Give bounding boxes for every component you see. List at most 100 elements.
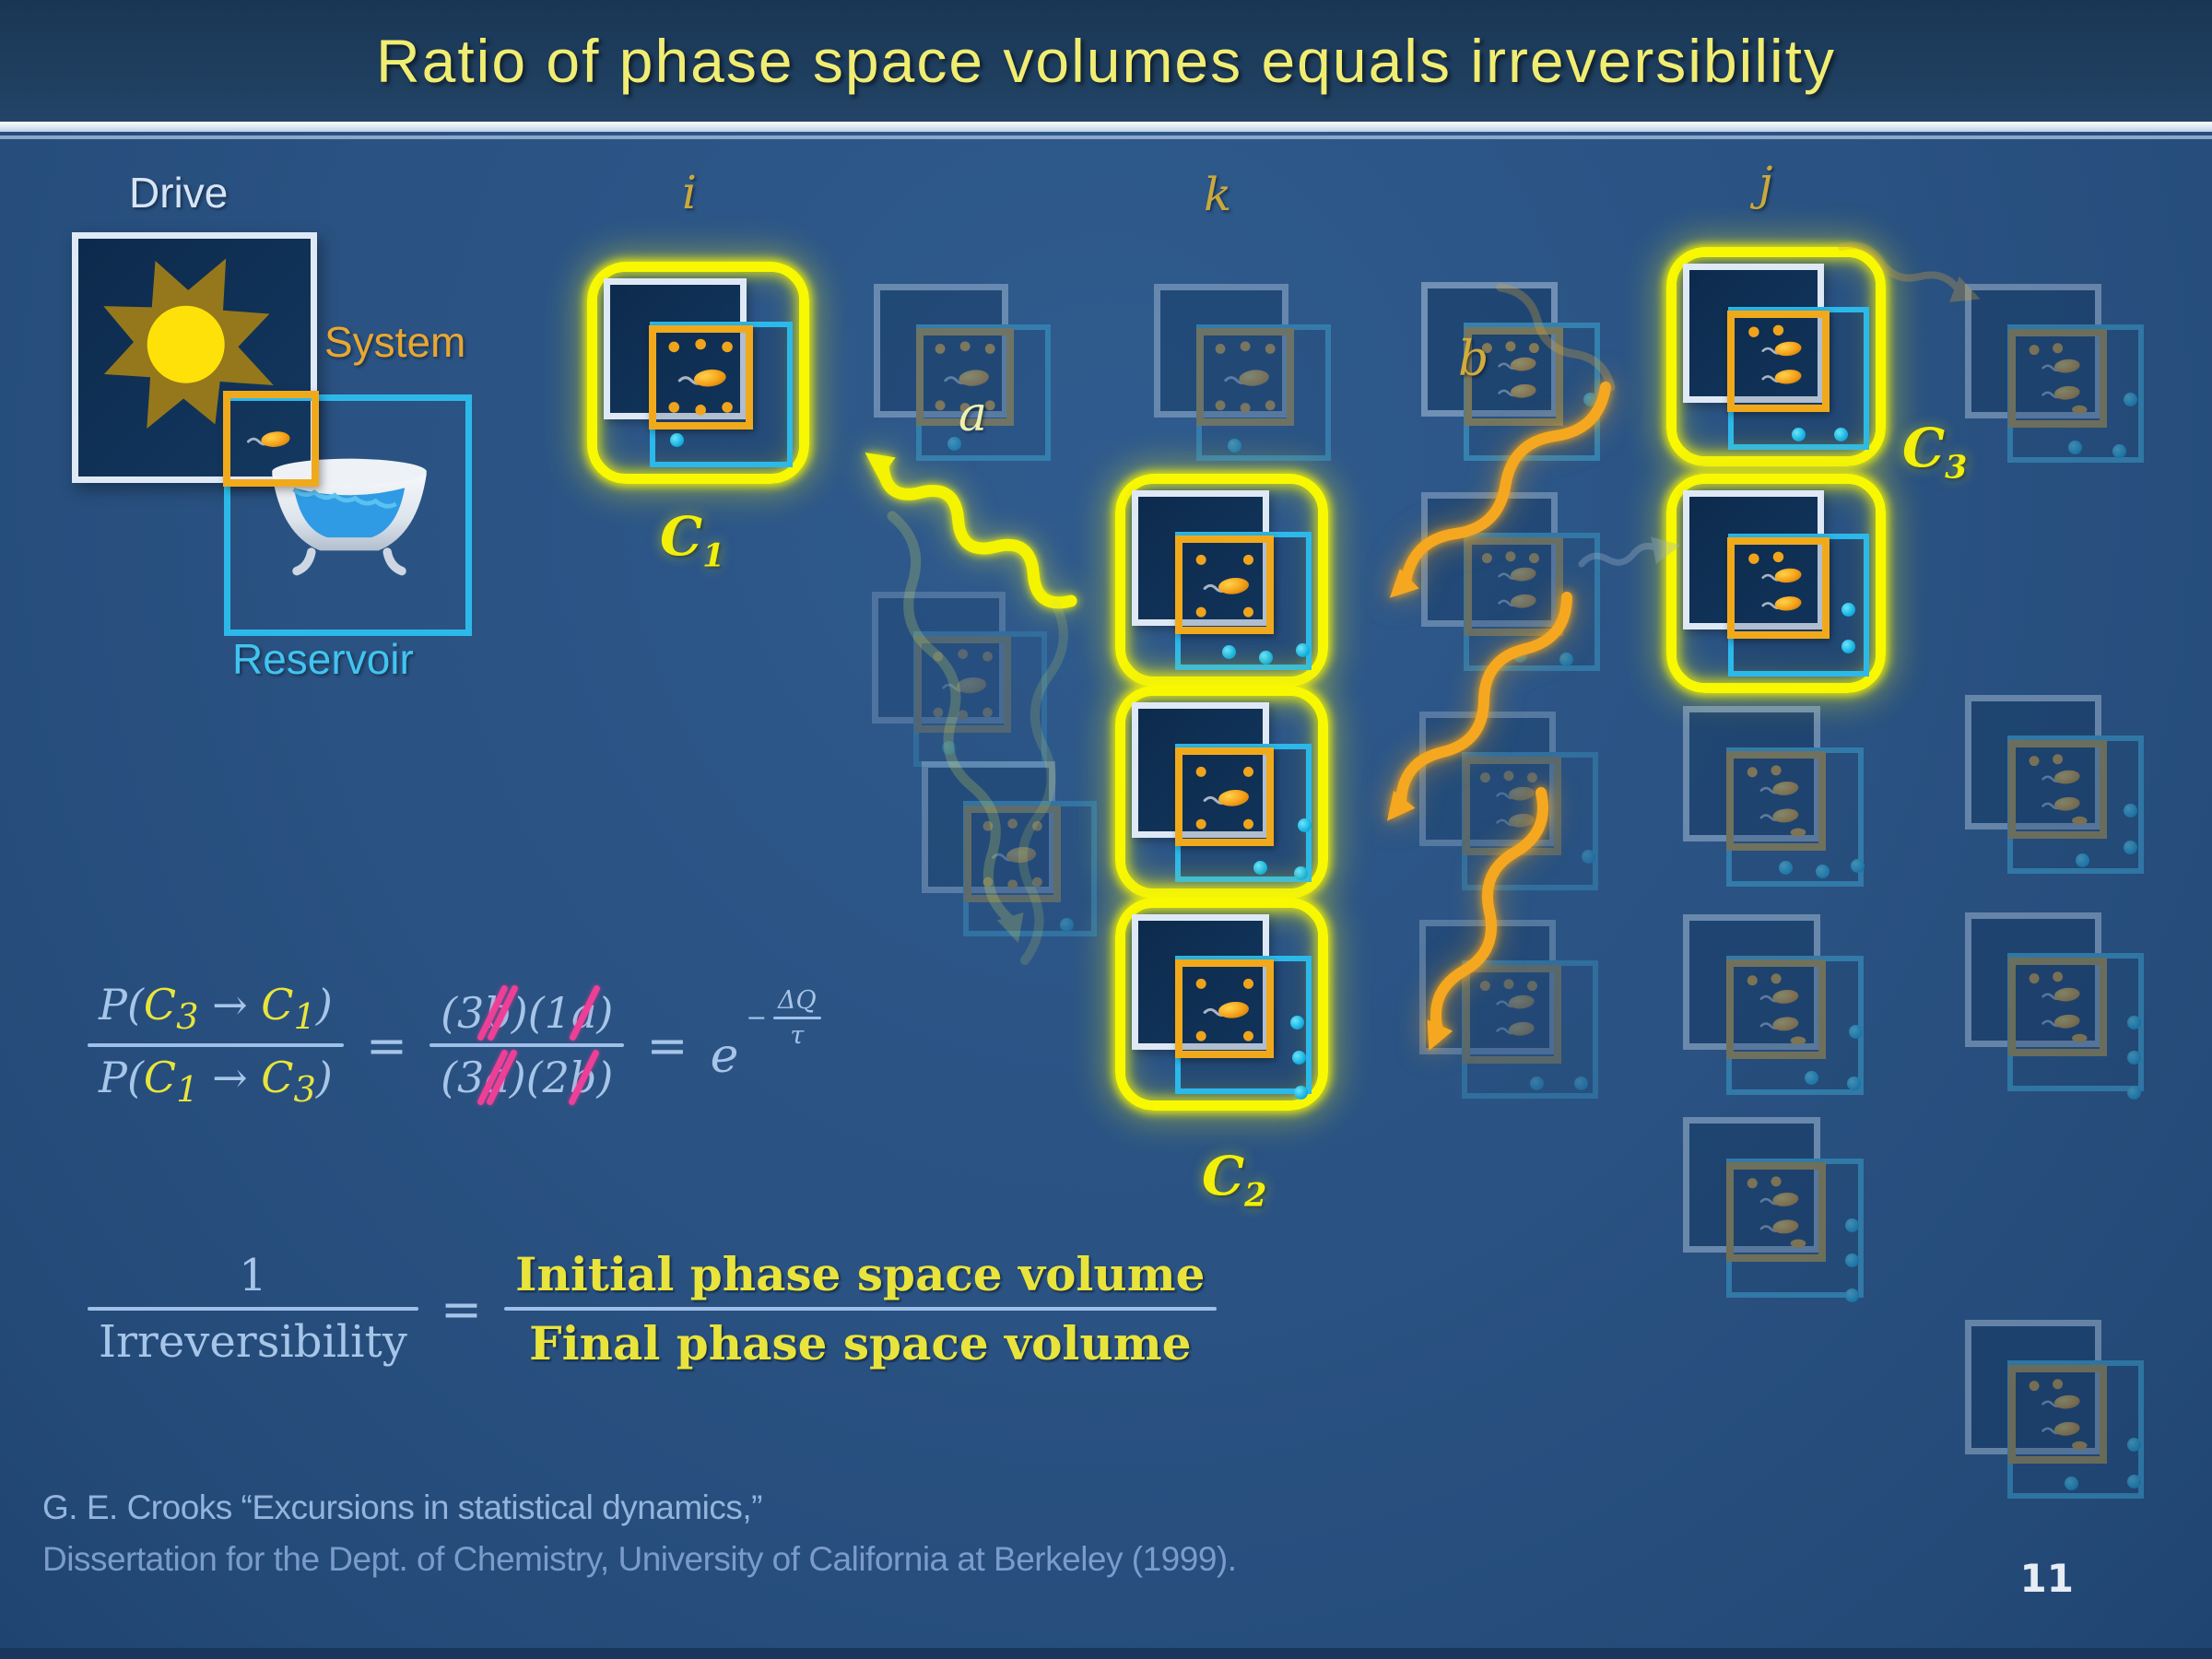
state-label-c3: C3 [1902,417,1968,487]
energy-quantum-dot [2029,972,2040,983]
reservoir-dot [2076,853,2089,867]
bacterium-icon [1497,357,1536,371]
system-box [1174,959,1275,1059]
citation: G. E. Crooks “Excursions in statistical … [42,1482,1237,1584]
reservoir-dot [1513,649,1527,663]
reservoir-box [1195,324,1331,461]
energy-quantum-dot [935,400,946,411]
citation-line-2: Dissertation for the Dept. of Chemistry,… [42,1539,1237,1578]
energy-quantum-dot [1771,1176,1782,1187]
reservoir-dot [2127,1016,2141,1030]
energy-quantum-dot [935,344,946,354]
bacterium-icon [1497,567,1536,581]
reservoir-dot [2068,441,2082,454]
reservoir-dot [1292,1051,1306,1065]
energy-quantum-dot [1240,341,1251,352]
energy-quantum-dot [982,651,993,662]
arrowhead-icon [1389,569,1419,598]
column-label-j: j [1759,157,1773,210]
energy-quantum-dot [1481,342,1492,353]
slide-title: Ratio of phase space volumes equals irre… [375,27,1837,95]
energy-quantum-dot [1481,552,1492,563]
reservoir-dot [1845,1253,1859,1267]
column-label-k: k [1204,168,1232,221]
bacterium-icon [2041,1421,2080,1436]
energy-quantum-dot [1526,980,1537,991]
system-box [1464,536,1563,636]
reservoir-dot [1805,1071,1818,1085]
bacterium-icon [2041,796,2080,811]
highlight-outline [1666,247,1886,466]
energy-quantum-dot [2029,1380,2040,1391]
reservoir-box [2007,1360,2144,1499]
system-box [963,805,1061,902]
energy-quantum-dot [1528,342,1539,353]
reservoir-dot [1816,865,1830,878]
energy-quantum-dot [1006,818,1018,829]
energy-quantum-dot [722,402,734,413]
reservoir-dot [1851,859,1865,873]
reservoir-dot [1792,428,1806,441]
energy-quantum-dot [1195,818,1206,830]
energy-quantum-dot [984,344,995,354]
small-bacterium-icon [1790,828,1806,837]
bacterium-icon [1759,1219,1799,1234]
energy-quantum-dot [933,707,943,717]
bacterium-icon [1497,594,1536,608]
ghost-state-cell [1683,914,1864,1095]
bacterium-icon [2041,1394,2080,1408]
energy-quantum-dot [957,709,968,720]
drive-label: Drive [129,169,229,217]
energy-quantum-dot [1242,554,1253,565]
bacterium-icon [1761,341,1802,356]
probability-ratio-equation: P(C3 → C1) P(C1 → C3) = (3b)(1a) (3a)(2b) … [88,979,821,1112]
state-label-c1: C1 [660,505,725,575]
drive-box [1683,706,1821,842]
system-box [649,325,753,429]
ghost-state-cell [1421,282,1600,461]
system-box [1174,535,1275,635]
reservoir-box [1174,531,1312,670]
small-bacterium-icon [1790,1036,1806,1045]
energy-quantum-dot [1505,550,1515,561]
highlight-outline [1115,898,1328,1111]
system-box [1462,964,1561,1064]
irreversibility-fraction: 1 Irreversibility [88,1249,418,1369]
reservoir-dot [1582,850,1595,864]
reservoir-box [1174,955,1312,1094]
reservoir-box [915,324,1051,461]
bacterium-icon [1203,1001,1249,1018]
energy-quantum-dot [1242,1030,1253,1041]
highlight-outline [587,262,809,484]
energy-quantum-dot [1242,978,1253,989]
energy-quantum-dot [2052,342,2063,353]
bacterium-icon [2041,359,2080,372]
page-number: 11 [2019,1556,2074,1601]
reservoir-dot [2112,444,2126,458]
reservoir-dot [1259,651,1273,665]
drive-box [1154,284,1289,418]
energy-quantum-dot [959,403,971,413]
reservoir-dot [1841,640,1855,653]
highlight-outline [1115,474,1328,687]
reservoir-dot [1294,1086,1308,1100]
bacterium-icon [1203,577,1249,594]
energy-quantum-dot [722,341,734,353]
energy-quantum-dot [1195,554,1206,565]
energy-quantum-dot [695,405,707,416]
bacterium-icon [2041,987,2080,1001]
bacterium-icon [1759,1192,1799,1206]
reservoir-dot [1574,1077,1588,1090]
energy-quantum-dot [1505,340,1515,351]
energy-quantum-dot [1195,978,1206,989]
ghost-state-cell [922,761,1097,936]
reservoir-dot [1834,428,1848,441]
ghost-state-cell [1965,1320,2144,1499]
energy-quantum-dot [1771,973,1782,984]
reservoir-dot [1290,1016,1304,1030]
energy-quantum-dot [668,341,680,353]
system-box [2007,1364,2107,1464]
reservoir-dot [1845,1218,1859,1232]
small-bacterium-icon [2071,1441,2088,1450]
bacterium-icon [1497,383,1536,398]
